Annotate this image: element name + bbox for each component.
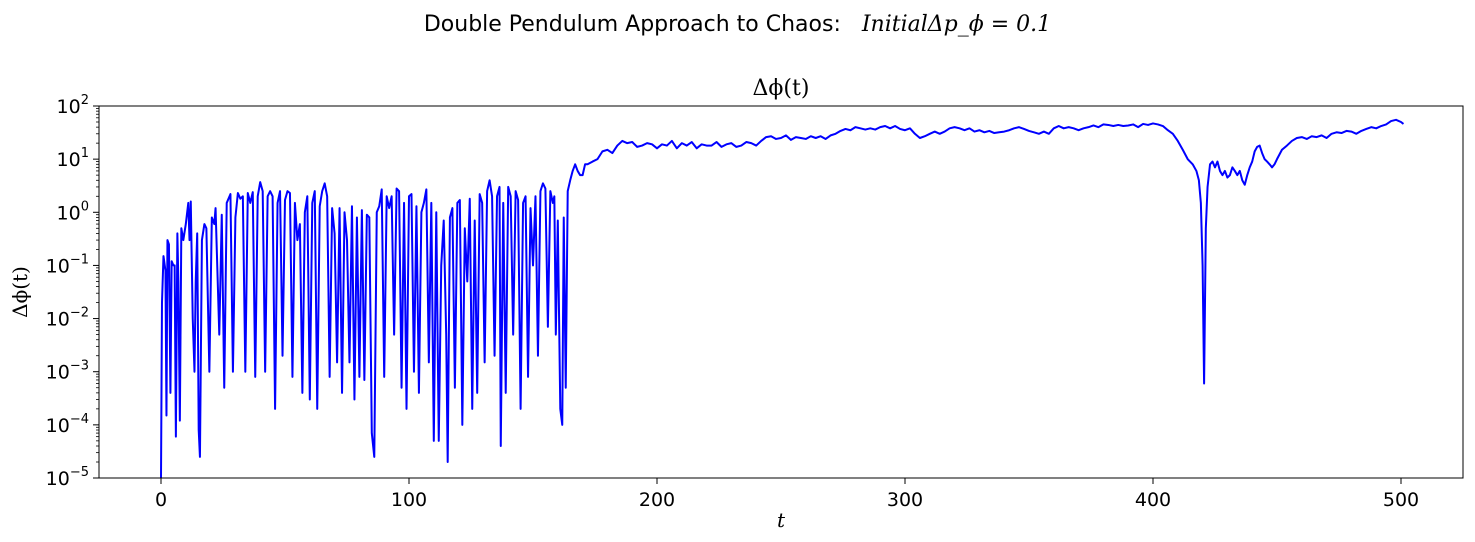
y-tick-label: 100 — [57, 199, 89, 224]
x-tick-label: 200 — [639, 489, 675, 511]
suptitle-prefix: Double Pendulum Approach to Chaos: — [423, 12, 841, 37]
y-tick-label: 10−3 — [46, 359, 89, 384]
x-tick-label: 500 — [1383, 489, 1419, 511]
series-line-0 — [160, 118, 1405, 479]
y-tick-label: 10−5 — [46, 465, 89, 490]
axes-frame — [98, 105, 1464, 479]
y-tick-label: 10−1 — [46, 252, 89, 277]
y-tick-label: 102 — [57, 93, 89, 118]
y-tick-label: 101 — [57, 146, 89, 171]
suptitle-math: InitialΔp_ϕ = 0.1 — [861, 12, 1052, 37]
x-tick-label: 300 — [887, 489, 923, 511]
x-tick-label: 400 — [1135, 489, 1171, 511]
y-tick-label: 10−2 — [46, 306, 89, 331]
y-axis-label: Δϕ(t) — [8, 266, 32, 318]
x-tick-label: 0 — [155, 489, 167, 511]
x-tick-label: 100 — [391, 489, 427, 511]
axes-title: Δϕ(t) — [752, 76, 810, 101]
y-tick-label: 10−4 — [46, 412, 89, 437]
x-axis-label: t — [776, 508, 786, 532]
figure-suptitle: Double Pendulum Approach to Chaos: Initi… — [0, 12, 1475, 37]
